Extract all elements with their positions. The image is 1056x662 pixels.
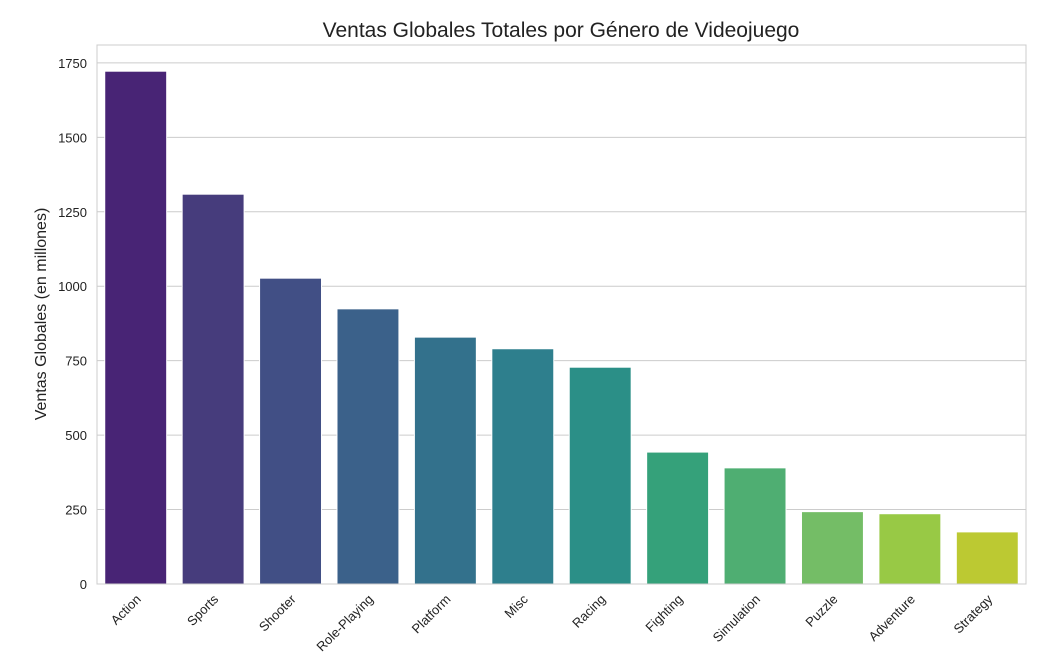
bar-sports [181, 193, 245, 585]
bar-misc [491, 348, 555, 585]
y-tick-label: 1750 [58, 56, 87, 71]
bar-platform [413, 336, 477, 585]
x-tick-label: Racing [569, 592, 608, 631]
plot-frame [96, 44, 1027, 585]
y-tick-label: 1250 [58, 205, 87, 220]
x-tick-labels: Action Sports Shooter Role-Playing Platform M… [108, 591, 996, 654]
y-axis-label: Ventas Globales (en millones) [33, 208, 50, 421]
y-tick-label: 250 [65, 503, 87, 518]
bar-action [104, 70, 168, 585]
bar-fighting [646, 451, 710, 585]
y-tick-labels: 0 250 500 750 1000 1250 1500 1750 [58, 56, 87, 592]
x-tick-label: Misc [501, 591, 531, 621]
gridlines [97, 62, 1026, 585]
bar-strategy [955, 531, 1019, 585]
x-tick-label: Simulation [710, 592, 764, 646]
y-tick-label: 750 [65, 354, 87, 369]
bar-role-playing [336, 308, 400, 585]
x-tick-label: Role-Playing [313, 592, 376, 655]
x-tick-label: Strategy [951, 591, 996, 636]
y-tick-label: 1500 [58, 130, 87, 145]
bars [104, 70, 1019, 585]
x-tick-label: Shooter [256, 591, 299, 634]
bar-puzzle [800, 511, 864, 585]
y-tick-label: 500 [65, 428, 87, 443]
x-tick-label: Adventure [865, 592, 918, 645]
bar-shooter [259, 277, 323, 585]
y-tick-label: 1000 [58, 279, 87, 294]
x-tick-label: Platform [409, 592, 454, 637]
bar-adventure [878, 513, 942, 585]
chart-title: Ventas Globales Totales por Género de Vi… [323, 19, 800, 42]
bar-racing [568, 366, 632, 585]
x-tick-label: Fighting [642, 592, 685, 635]
bar-simulation [723, 467, 787, 585]
x-tick-label: Sports [184, 591, 222, 629]
x-tick-label: Puzzle [802, 592, 840, 630]
x-tick-label: Action [108, 592, 144, 628]
y-tick-label: 0 [80, 577, 87, 592]
